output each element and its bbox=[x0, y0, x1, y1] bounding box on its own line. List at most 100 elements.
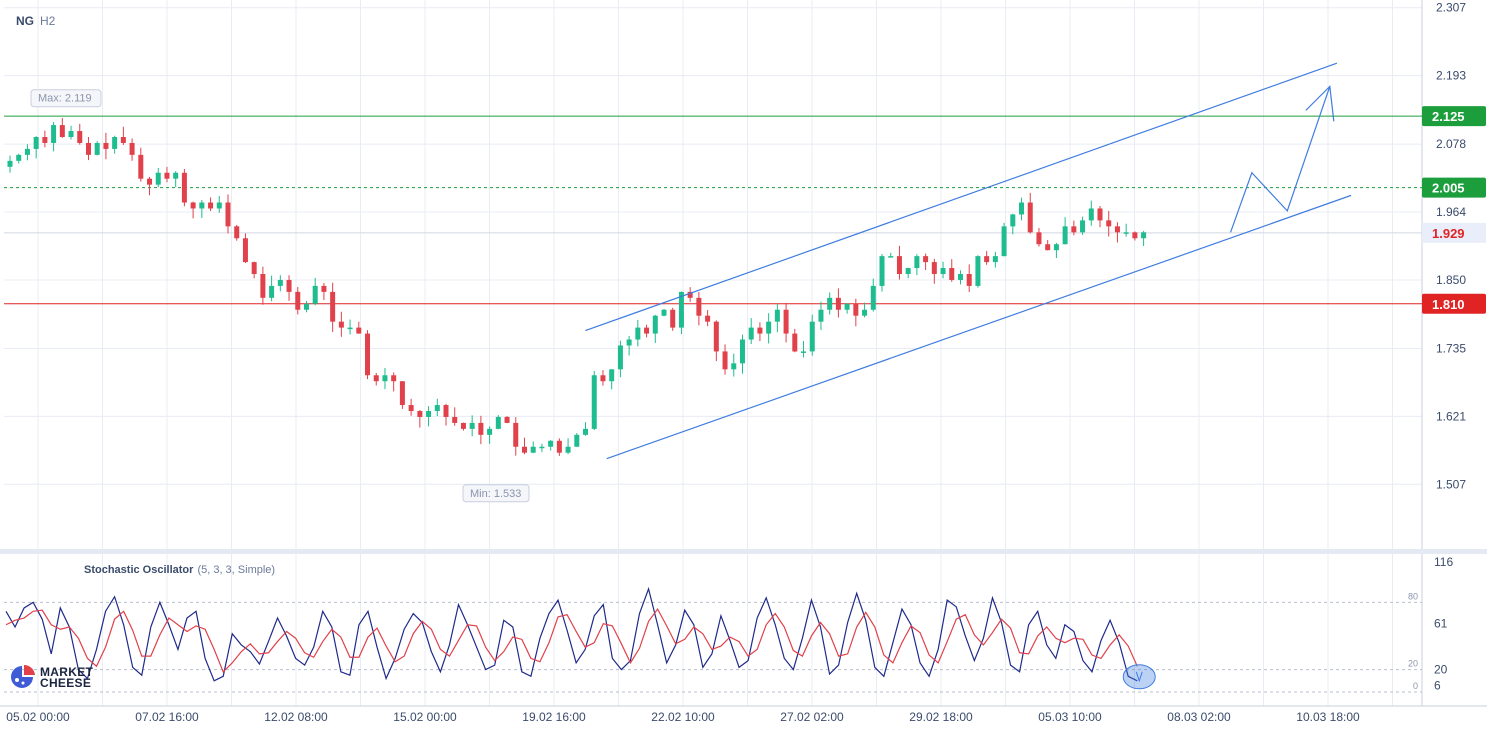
osc-highlight-circle bbox=[1122, 664, 1156, 690]
candle-body bbox=[1019, 202, 1025, 215]
candle-body bbox=[103, 142, 109, 149]
candle-body bbox=[1141, 232, 1147, 239]
candle-body bbox=[277, 279, 283, 286]
candle-body bbox=[426, 411, 432, 417]
candle-body bbox=[661, 309, 667, 316]
candle-body bbox=[42, 137, 48, 143]
time-tick-label: 22.02 10:00 bbox=[651, 710, 715, 724]
candle-body bbox=[748, 327, 754, 340]
time-tick-label: 29.02 18:00 bbox=[909, 710, 973, 724]
candle-body bbox=[966, 274, 972, 286]
candle-body bbox=[469, 422, 475, 429]
candle-body bbox=[783, 309, 789, 334]
max-label: Max: 2.119 bbox=[38, 93, 92, 105]
candle-body bbox=[77, 131, 83, 143]
candle-body bbox=[373, 375, 379, 382]
osc-highlight-arrow bbox=[1135, 671, 1143, 683]
candle-body bbox=[914, 256, 920, 269]
candle-body bbox=[295, 291, 301, 310]
candle-body bbox=[739, 339, 745, 364]
time-tick-label: 19.02 16:00 bbox=[522, 710, 586, 724]
candle-body bbox=[216, 202, 222, 209]
candle-body bbox=[792, 333, 798, 352]
candle-body bbox=[251, 262, 257, 274]
candle-body bbox=[626, 339, 632, 346]
candle-body bbox=[548, 440, 554, 447]
candle-body bbox=[16, 154, 22, 161]
min-label: Min: 1.533 bbox=[470, 488, 521, 500]
candle-body bbox=[835, 297, 841, 310]
min-label-box bbox=[462, 484, 530, 503]
candle-body bbox=[147, 178, 153, 185]
candle-body bbox=[190, 202, 196, 209]
candle-body bbox=[1080, 220, 1086, 233]
candle-body bbox=[434, 405, 440, 411]
price-tick-label: 1.507 bbox=[1436, 477, 1466, 491]
candle-body bbox=[827, 297, 833, 310]
candle-body bbox=[530, 446, 536, 453]
price-tick-label: 2.193 bbox=[1436, 69, 1466, 83]
time-tick-label: 10.03 18:00 bbox=[1296, 710, 1360, 724]
candle-body bbox=[1106, 220, 1112, 227]
osc-series-d bbox=[5, 607, 1138, 673]
candle-body bbox=[1027, 202, 1033, 233]
candle-body bbox=[391, 375, 397, 382]
candle-body bbox=[382, 375, 388, 382]
osc-level-label: 80 bbox=[1408, 591, 1418, 601]
candle-body bbox=[1123, 232, 1129, 234]
candle-body bbox=[443, 405, 449, 417]
osc-tick-label: 61 bbox=[1434, 617, 1448, 631]
level-badge bbox=[1422, 177, 1486, 198]
candle-body bbox=[1114, 226, 1120, 233]
price-tick-label: 1.850 bbox=[1436, 273, 1466, 287]
candle-body bbox=[452, 416, 458, 423]
candle-body bbox=[408, 405, 414, 411]
candle-body bbox=[617, 345, 623, 370]
candle-body bbox=[1088, 208, 1094, 221]
candle-body bbox=[138, 154, 144, 179]
candle-body bbox=[68, 131, 74, 137]
channel-lower-line bbox=[606, 194, 1352, 460]
price-tick-label: 2.307 bbox=[1436, 1, 1466, 15]
candle-body bbox=[234, 226, 240, 239]
candle-body bbox=[879, 256, 885, 286]
candle-body bbox=[1036, 232, 1042, 245]
candle-body bbox=[609, 369, 615, 382]
price-tick-label: 1.621 bbox=[1436, 409, 1466, 423]
candle-body bbox=[652, 315, 658, 334]
candle-body bbox=[330, 291, 336, 322]
oscillator-title: Stochastic Oscillator (5, 3, 3, Simple) bbox=[84, 564, 275, 576]
candle-body bbox=[155, 172, 161, 185]
price-tick-label: 1.735 bbox=[1436, 341, 1466, 355]
candle-body bbox=[853, 303, 859, 316]
market-cheese-logo: MARKET CHEESE bbox=[8, 664, 118, 694]
candle-body bbox=[417, 411, 423, 417]
symbol-name: NG bbox=[16, 14, 34, 28]
current-price-badge bbox=[1422, 222, 1486, 243]
candle-body bbox=[347, 327, 353, 330]
candle-body bbox=[757, 327, 763, 334]
candle-body bbox=[85, 142, 91, 155]
time-tick-label: 05.02 00:00 bbox=[6, 710, 70, 724]
candle-body bbox=[774, 309, 780, 322]
candle-body bbox=[321, 285, 327, 292]
osc-level-label: 0 bbox=[1413, 681, 1418, 691]
candle-body bbox=[600, 375, 606, 382]
forecast-arrowhead bbox=[1305, 85, 1335, 122]
candle-body bbox=[173, 172, 179, 179]
oscillator-name: Stochastic Oscillator bbox=[84, 564, 194, 576]
candle-body bbox=[303, 303, 309, 310]
candle-body bbox=[722, 351, 728, 370]
pane-separator bbox=[0, 549, 1487, 554]
candle-body bbox=[365, 333, 371, 376]
max-label-box bbox=[30, 89, 102, 108]
candle-body bbox=[687, 291, 693, 298]
osc-tick-label: 20 bbox=[1434, 663, 1448, 677]
candle-body bbox=[478, 422, 484, 435]
candle-body bbox=[975, 256, 981, 286]
candle-body bbox=[556, 440, 562, 453]
price-tick-label: 2.078 bbox=[1436, 137, 1466, 151]
logo-text: MARKET CHEESE bbox=[40, 665, 94, 690]
osc-level-label: 20 bbox=[1408, 659, 1418, 669]
